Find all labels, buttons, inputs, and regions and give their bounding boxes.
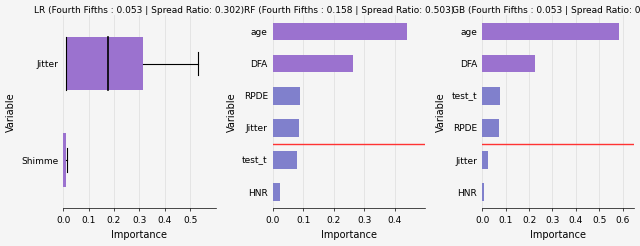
Y-axis label: Variable: Variable xyxy=(6,92,15,132)
Bar xyxy=(273,23,406,40)
Bar xyxy=(482,151,488,169)
Bar xyxy=(482,183,484,201)
X-axis label: Importance: Importance xyxy=(531,231,586,240)
Bar xyxy=(273,87,300,105)
Title: GB (Fourth Fifths : 0.053 | Spread Ratio: 0.399): GB (Fourth Fifths : 0.053 | Spread Ratio… xyxy=(452,6,640,15)
Bar xyxy=(66,37,143,90)
Title: RF (Fourth Fifths : 0.158 | Spread Ratio: 0.503): RF (Fourth Fifths : 0.158 | Spread Ratio… xyxy=(244,6,454,15)
Bar xyxy=(482,119,499,137)
Bar xyxy=(482,55,535,72)
Bar xyxy=(273,151,297,169)
Bar xyxy=(273,183,280,201)
Title: LR (Fourth Fifths : 0.053 | Spread Ratio: 0.302): LR (Fourth Fifths : 0.053 | Spread Ratio… xyxy=(35,6,244,15)
Bar xyxy=(482,23,620,40)
Y-axis label: Variable: Variable xyxy=(227,92,237,132)
Y-axis label: Variable: Variable xyxy=(436,92,446,132)
Bar xyxy=(63,134,66,186)
Bar xyxy=(482,87,500,105)
Bar xyxy=(273,119,299,137)
X-axis label: Importance: Importance xyxy=(321,231,377,240)
X-axis label: Importance: Importance xyxy=(111,231,168,240)
Bar xyxy=(273,55,353,72)
